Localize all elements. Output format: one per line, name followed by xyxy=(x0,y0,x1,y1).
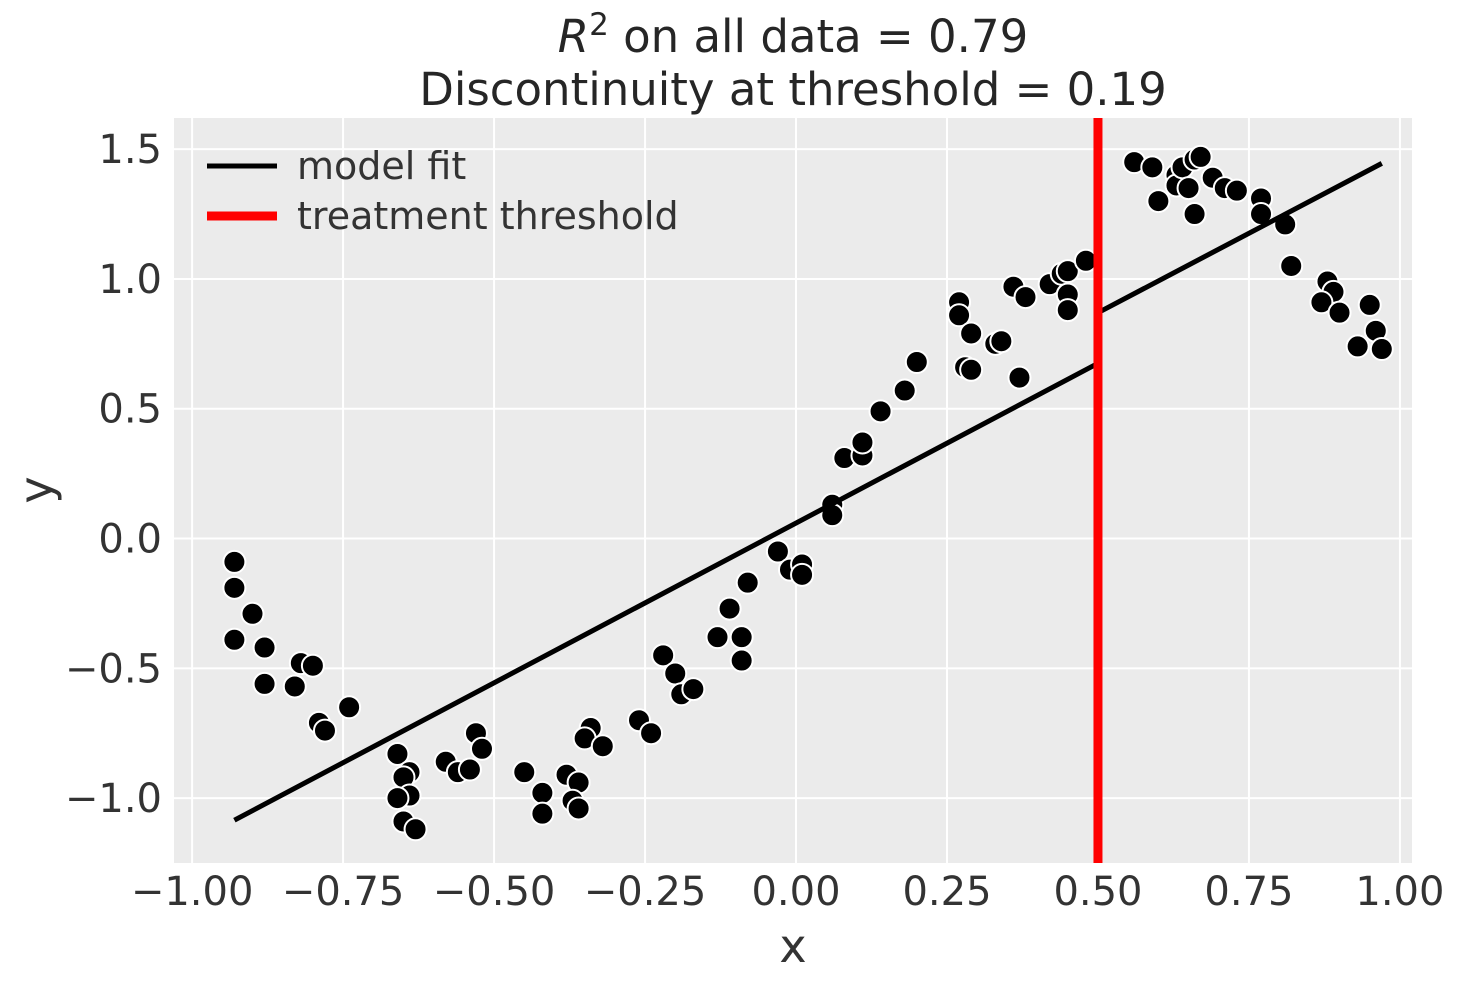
scatter-point xyxy=(240,601,265,626)
scatter-point xyxy=(765,539,790,564)
chart-title-line2: Discontinuity at threshold = 0.19 xyxy=(419,63,1167,116)
scatter-point xyxy=(681,677,706,702)
scatter-point xyxy=(385,786,410,811)
scatter-point xyxy=(1146,189,1171,214)
scatter-point xyxy=(1369,337,1394,362)
scatter-point xyxy=(1224,178,1249,203)
scatter-point xyxy=(1327,300,1352,325)
scatter-point xyxy=(1188,144,1213,169)
y-tick-labels: −1.0 −0.5 0.0 0.5 1.0 1.5 xyxy=(65,127,162,822)
scatter-point xyxy=(947,303,972,328)
scatter-point xyxy=(252,635,277,660)
scatter-point xyxy=(1176,176,1201,201)
scatter-point xyxy=(989,329,1014,354)
scatter-point xyxy=(590,734,615,759)
scatter-point xyxy=(717,596,742,621)
x-axis-label: x xyxy=(779,919,806,973)
title-line1-rest: on all data = 0.79 xyxy=(609,10,1028,63)
y-tick-label: −1.0 xyxy=(65,776,162,822)
scatter-point xyxy=(312,718,337,743)
x-tick-label: 0.50 xyxy=(1053,869,1142,915)
chart-title-line1: R2 on all data = 0.79 xyxy=(558,7,1028,63)
scatter-point xyxy=(705,625,730,650)
scatter-point xyxy=(512,760,537,785)
scatter-point xyxy=(222,575,247,600)
x-tick-label: 0.75 xyxy=(1204,869,1293,915)
scatter-point xyxy=(1279,253,1304,278)
scatter-points xyxy=(222,144,1394,842)
scatter-point xyxy=(1309,290,1334,315)
y-axis-label: y xyxy=(9,476,63,503)
scatter-point xyxy=(790,562,815,587)
scatter-point xyxy=(300,653,325,678)
scatter-point xyxy=(959,357,984,382)
scatter-point xyxy=(457,757,482,782)
x-tick-label: 0.25 xyxy=(902,869,991,915)
scatter-point xyxy=(222,549,247,574)
scatter-point xyxy=(566,796,591,821)
y-tick-label: −0.5 xyxy=(65,646,162,692)
legend-threshold-label: treatment threshold xyxy=(297,194,679,238)
legend: model fit treatment threshold xyxy=(207,144,679,238)
legend-model-fit-label: model fit xyxy=(297,144,466,188)
scatter-point xyxy=(385,741,410,766)
scatter-point xyxy=(337,695,362,720)
title-superscript: 2 xyxy=(589,7,609,43)
y-tick-label: 1.0 xyxy=(98,257,162,303)
scatter-point xyxy=(959,321,984,346)
scatter-point xyxy=(282,674,307,699)
plot-area xyxy=(174,118,1412,863)
scatter-point xyxy=(1055,259,1080,284)
scatter-point xyxy=(1055,298,1080,323)
scatter-point xyxy=(729,625,754,650)
x-tick-label: 0.00 xyxy=(751,869,840,915)
scatter-point xyxy=(469,736,494,761)
scatter-point xyxy=(850,430,875,455)
scatter-point xyxy=(530,801,555,826)
scatter-point xyxy=(1182,202,1207,227)
scatter-point xyxy=(651,643,676,668)
x-tick-label: −0.75 xyxy=(282,869,405,915)
x-tick-label: −0.25 xyxy=(584,869,707,915)
scatter-point xyxy=(904,350,929,375)
scatter-point xyxy=(663,661,688,686)
scatter-point xyxy=(222,627,247,652)
scatter-point xyxy=(530,780,555,805)
scatter-point xyxy=(252,671,277,696)
x-tick-labels: −1.00 −0.75 −0.50 −0.25 0.00 0.25 0.50 0.75 1.00 xyxy=(131,869,1445,915)
scatter-point xyxy=(1007,365,1032,390)
scatter-point xyxy=(868,399,893,424)
scatter-point xyxy=(1013,285,1038,310)
scatter-point xyxy=(729,648,754,673)
x-tick-label: −0.50 xyxy=(433,869,556,915)
x-tick-label: −1.00 xyxy=(131,869,254,915)
scatter-point xyxy=(1140,155,1165,180)
y-tick-label: 1.5 xyxy=(98,127,162,173)
scatter-point xyxy=(639,721,664,746)
x-tick-label: 1.00 xyxy=(1355,869,1444,915)
scatter-point xyxy=(403,817,428,842)
grid xyxy=(174,118,1412,863)
y-tick-label: 0.0 xyxy=(98,517,162,563)
title-math-symbol: R xyxy=(558,10,589,63)
scatter-point xyxy=(735,570,760,595)
y-tick-label: 0.5 xyxy=(98,387,162,433)
scatter-point xyxy=(892,378,917,403)
scatter-point xyxy=(1345,334,1370,359)
scatter-point xyxy=(1357,292,1382,317)
